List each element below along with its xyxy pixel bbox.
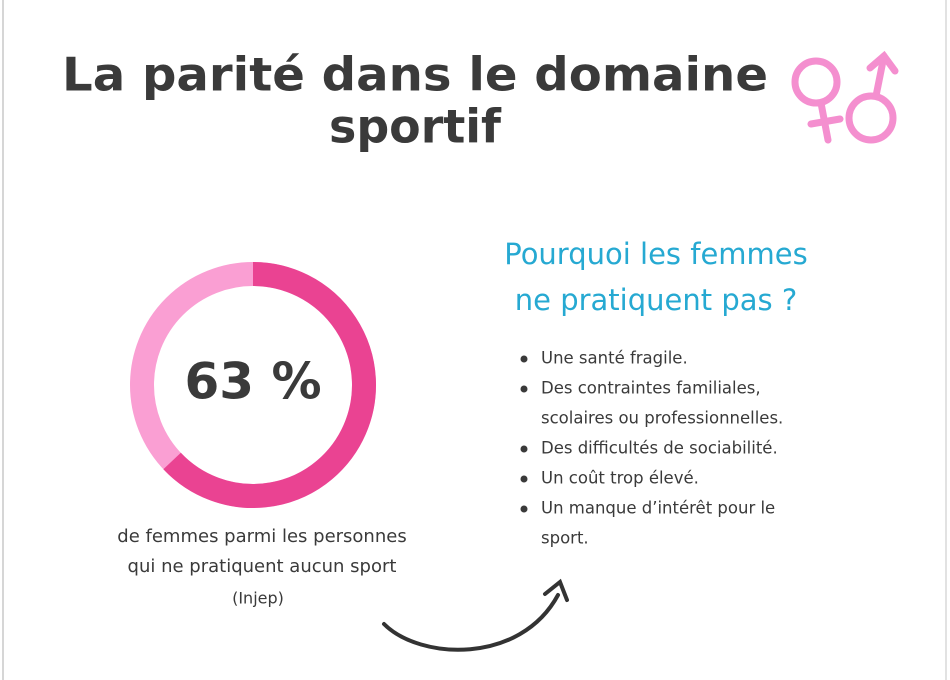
section-title: Pourquoi les femmes [504, 237, 808, 271]
bullet [520, 445, 528, 453]
bullet [520, 355, 528, 363]
arrow [382, 578, 569, 652]
donut-arc [163, 262, 376, 508]
list-item: Un coût trop élevé. [541, 469, 699, 488]
title: sportif [329, 100, 502, 154]
list-item: sport. [541, 529, 589, 548]
stat-label: 63 % [184, 353, 321, 411]
stat-caption: qui ne pratiquent aucun sport [128, 556, 397, 577]
list-item: Une santé fragile. [541, 349, 688, 368]
list-item: Un manque d’intérêt pour le [541, 499, 775, 518]
bullet [520, 505, 528, 513]
bullet [520, 385, 528, 393]
stat-source: (Injep) [232, 589, 284, 608]
list-item: Des difficultés de sociabilité. [541, 439, 778, 458]
list-item: scolaires ou professionnelles. [541, 409, 783, 428]
section-title: ne pratiquent pas ? [515, 283, 797, 317]
title: La parité dans le domaine [62, 48, 768, 102]
list-item: Des contraintes familiales, [541, 379, 761, 398]
gender-icon [791, 50, 899, 144]
stat-caption: de femmes parmi les personnes [117, 526, 406, 547]
bullet [520, 475, 528, 483]
